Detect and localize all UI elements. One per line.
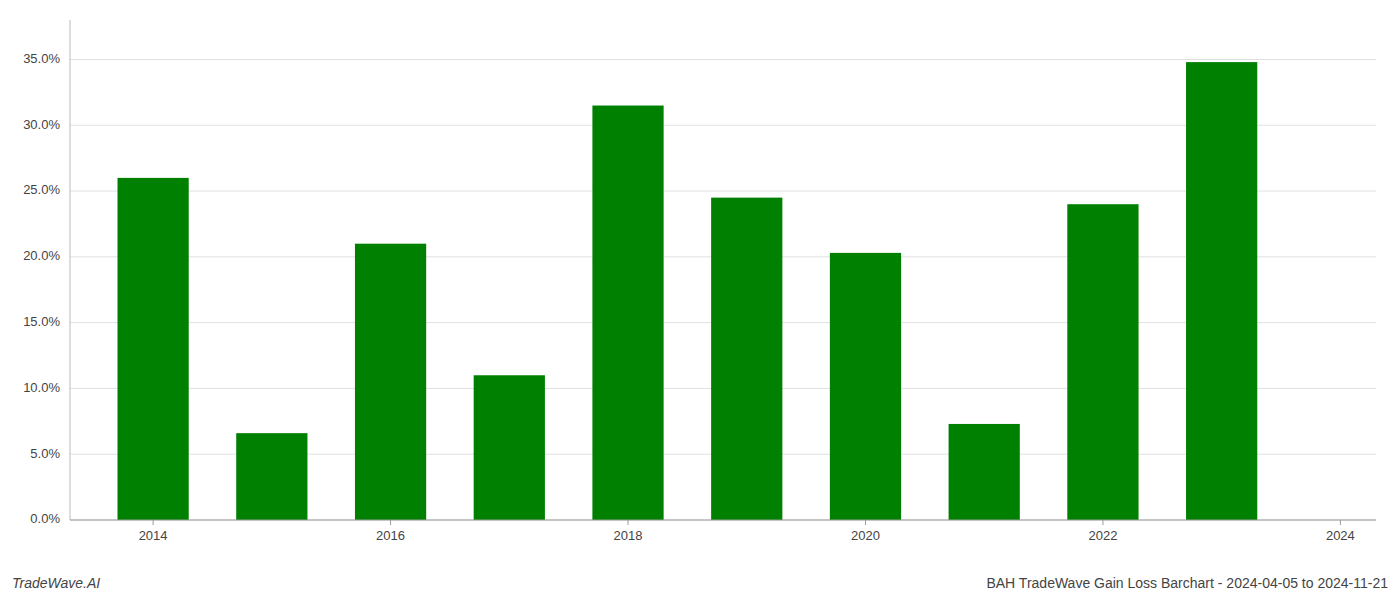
x-tick-label: 2016 [376,528,405,543]
x-tick-label: 2014 [139,528,168,543]
bar [236,433,307,520]
title: BAH TradeWave Gain Loss Barchart - 2024-… [986,575,1388,591]
bar [474,375,545,520]
grid-line [70,59,1376,60]
x-tick [865,520,866,525]
x-tick-label: 2024 [1326,528,1355,543]
x-tick-label: 2022 [1088,528,1117,543]
bar [355,244,426,520]
grid-line [70,520,1376,521]
watermark: TradeWave.AI [12,575,100,591]
bar [949,424,1020,520]
bar [1067,204,1138,520]
y-tick-label: 5.0% [30,446,60,461]
grid [70,59,1376,520]
chart-container: 0.0% 5.0% 10.0% 15.0% 20.0% 25.0% 30.0% 35.0% 20… [0,0,1400,600]
y-tick-label: 25.0% [23,182,60,197]
x-axis: 2014 2016 2018 2020 2022 2024 [70,520,1376,543]
y-tick-label: 35.0% [23,51,60,66]
x-tick [390,520,391,525]
chart-svg: 0.0% 5.0% 10.0% 15.0% 20.0% 25.0% 30.0% 35.0% 20… [0,0,1400,600]
y-tick-label: 20.0% [23,248,60,263]
bar [592,106,663,520]
bar [1186,62,1257,520]
y-tick-label: 0.0% [30,511,60,526]
y-tick-label: 30.0% [23,117,60,132]
y-tick-label: 15.0% [23,314,60,329]
grid-line [70,191,1376,192]
bar [711,198,782,520]
x-tick [1102,520,1103,525]
bar [830,253,901,520]
x-axis-line [70,520,1376,521]
y-tick-label: 10.0% [23,380,60,395]
grid-line [70,125,1376,126]
x-tick [628,520,629,525]
x-tick [153,520,154,525]
bars [117,62,1257,520]
x-tick [1340,520,1341,525]
x-tick-label: 2018 [614,528,643,543]
x-tick-label: 2020 [851,528,880,543]
bar [117,178,188,520]
y-axis-line [70,20,71,520]
y-axis: 0.0% 5.0% 10.0% 15.0% 20.0% 25.0% 30.0% 35.0% [23,20,70,526]
